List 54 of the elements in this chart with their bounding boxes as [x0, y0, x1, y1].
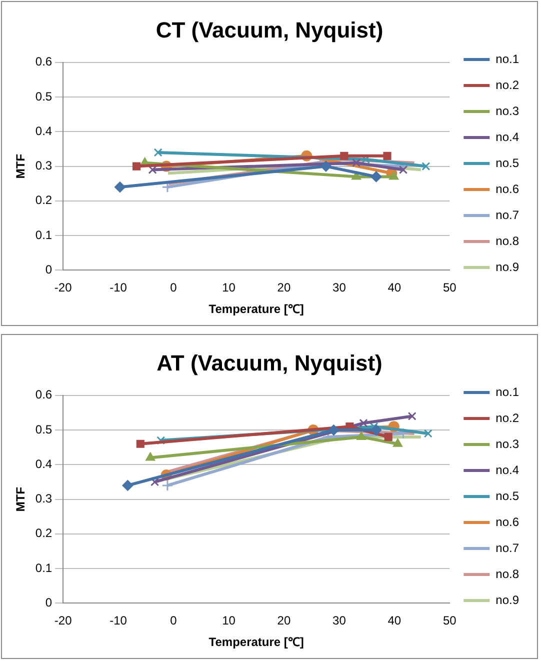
y-tick-label: 0.4	[35, 124, 52, 138]
y-tick-label: 0.2	[35, 526, 52, 540]
legend-label: no.9	[496, 592, 520, 607]
legend-label: no.2	[496, 78, 520, 92]
y-tick-label: 0.3	[35, 158, 52, 173]
x-tick-label: -10	[110, 614, 128, 628]
y-tick-label: 0.1	[35, 228, 52, 242]
legend-label: no.3	[496, 104, 520, 118]
x-tick-label: 10	[222, 280, 236, 295]
x-axis-title: Temperature [℃]	[208, 635, 304, 650]
y-axis-title: MTF	[14, 486, 28, 512]
x-tick-label: 0	[170, 280, 178, 295]
x-tick-label: -20	[54, 280, 72, 295]
x-tick-label: 50	[442, 614, 457, 628]
legend-label: no.6	[496, 514, 520, 529]
x-tick-label: 0	[170, 614, 178, 628]
x-tick-label: 40	[388, 280, 402, 295]
x-tick-label: 30	[332, 280, 346, 295]
legend-label: no.6	[496, 182, 520, 196]
legend-label: no.8	[496, 234, 520, 248]
y-tick-label: 0.5	[35, 422, 52, 436]
legend-label: no.8	[496, 566, 520, 581]
y-tick-label: 0.4	[35, 456, 52, 471]
chart-title: CT (Vacuum, Nyquist)	[156, 17, 384, 42]
y-tick-label: 0	[45, 262, 52, 277]
legend-label: no.1	[496, 384, 520, 399]
x-tick-label: 30	[332, 614, 346, 628]
x-tick-label: -20	[54, 614, 72, 628]
y-tick-label: 0.1	[35, 560, 52, 575]
y-tick-label: 0.5	[35, 89, 52, 104]
legend-label: no.9	[496, 260, 520, 274]
legend-label: no.4	[496, 130, 520, 144]
x-tick-label: 50	[442, 280, 457, 295]
x-tick-label: 20	[277, 280, 291, 295]
x-tick-label: 20	[277, 614, 291, 628]
y-tick-label: 0.2	[35, 193, 52, 208]
x-axis-title: Temperature [℃]	[208, 302, 304, 316]
y-axis-title: MTF	[14, 154, 28, 179]
x-tick-label: 40	[388, 614, 402, 628]
x-tick-label: 10	[222, 614, 236, 628]
legend-label: no.5	[496, 156, 520, 170]
x-tick-label: -10	[110, 280, 128, 295]
y-tick-label: 0.6	[35, 54, 52, 69]
legend-label: no.7	[496, 208, 520, 222]
y-tick-label: 0	[45, 596, 52, 610]
legend-label: no.5	[496, 488, 520, 503]
legend-label: no.1	[496, 52, 520, 66]
chart-title: AT (Vacuum, Nyquist)	[156, 350, 382, 376]
y-tick-label: 0.3	[35, 492, 52, 506]
y-tick-label: 0.6	[35, 388, 52, 402]
legend-label: no.7	[496, 540, 520, 555]
legend-label: no.3	[496, 436, 520, 451]
legend-label: no.2	[496, 410, 520, 425]
legend-label: no.4	[496, 462, 520, 477]
